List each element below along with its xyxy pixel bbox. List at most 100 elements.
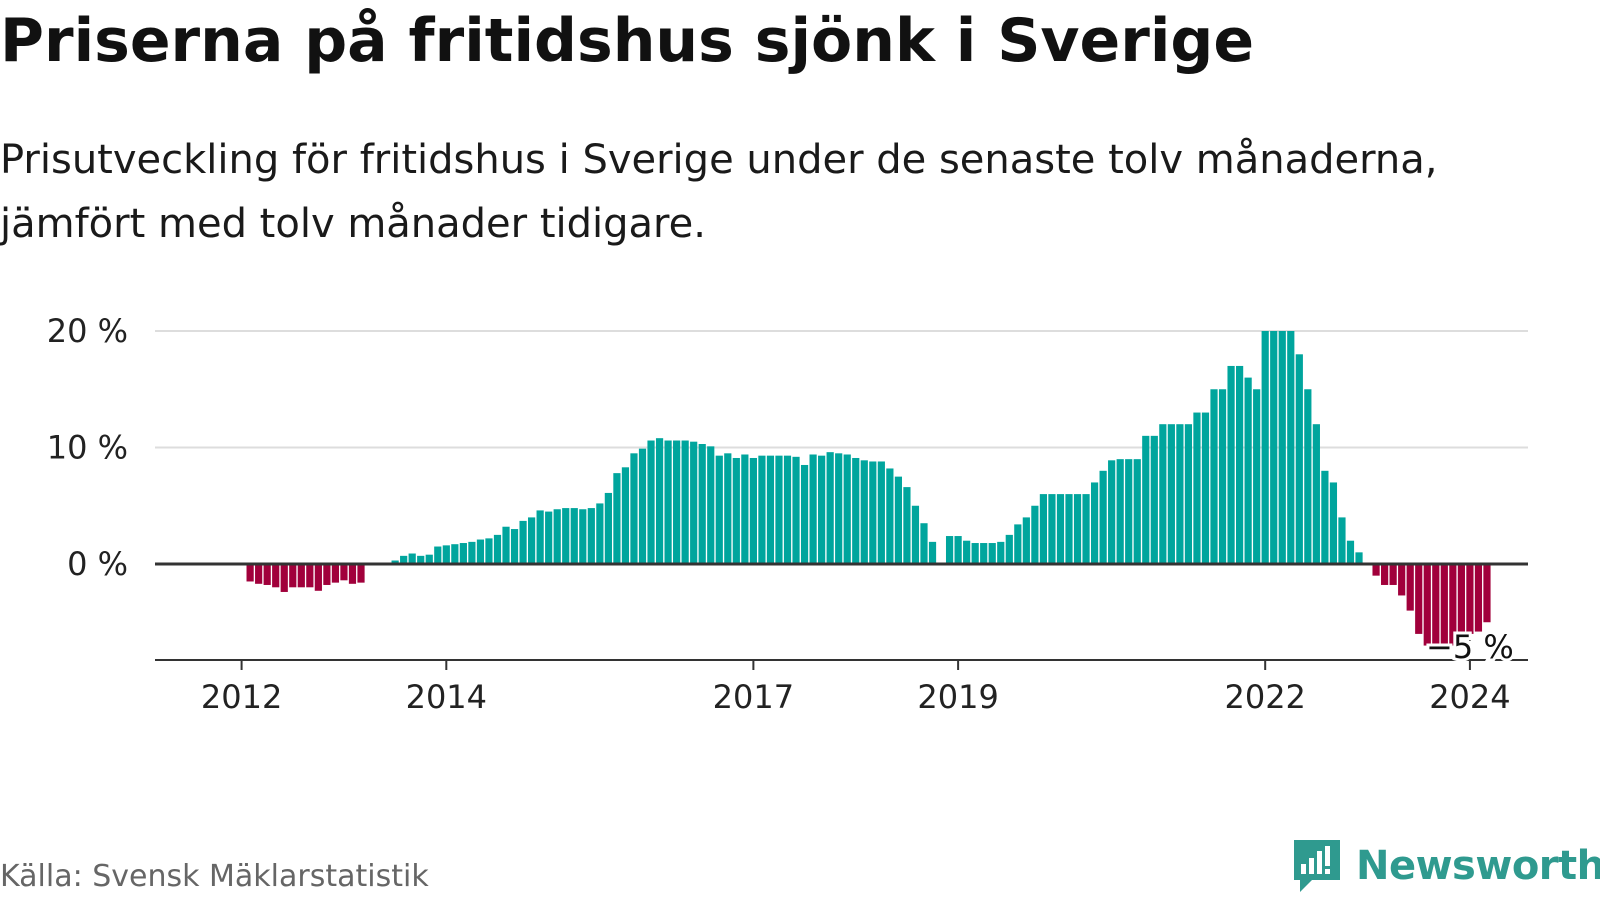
bar (1278, 331, 1286, 564)
bar (1236, 365, 1244, 564)
bar (323, 564, 331, 585)
bar (1253, 389, 1261, 564)
bar (1176, 424, 1184, 564)
bar (698, 444, 706, 564)
bar (1457, 564, 1465, 644)
bar (1193, 412, 1201, 564)
bar (263, 564, 271, 585)
bar (468, 541, 476, 564)
bar (587, 508, 595, 564)
bar (476, 539, 485, 564)
bar (911, 505, 920, 564)
bar (792, 456, 800, 564)
bar (818, 455, 826, 564)
bar (408, 553, 416, 564)
bar (536, 510, 544, 564)
bar (783, 455, 792, 564)
bar (400, 555, 408, 564)
bar (732, 457, 740, 564)
bar (502, 526, 510, 564)
bar (690, 441, 698, 564)
bar (1270, 331, 1278, 564)
bar (425, 554, 433, 564)
bar (1346, 540, 1355, 564)
bar (1201, 412, 1210, 564)
bar (519, 520, 527, 564)
bar (1474, 564, 1483, 632)
bar (980, 543, 988, 564)
x-tick-label: 2024 (1429, 678, 1510, 716)
bar (553, 509, 561, 564)
bar (1304, 389, 1312, 564)
bar (1108, 460, 1116, 564)
bar (963, 540, 971, 564)
bar (272, 564, 280, 588)
gridlines (155, 330, 1528, 449)
bar (1389, 564, 1397, 585)
bar (280, 564, 288, 592)
bar (715, 455, 723, 564)
bar (1048, 494, 1056, 564)
bar (289, 564, 297, 588)
bar (630, 453, 638, 564)
bar (681, 440, 689, 564)
x-tick-label: 2012 (201, 678, 282, 716)
bar (1005, 534, 1013, 564)
bar (800, 464, 809, 564)
bar (1099, 470, 1107, 564)
bar (1056, 494, 1065, 564)
bar (954, 536, 962, 564)
bar (340, 564, 348, 581)
bar (442, 545, 450, 564)
annotations: −5 % (1423, 625, 1517, 669)
bar (570, 508, 578, 564)
bar (1287, 331, 1295, 564)
bar (1372, 564, 1380, 576)
bar (724, 453, 732, 564)
bar (809, 454, 817, 564)
bar (357, 564, 365, 583)
bar (1312, 424, 1320, 564)
bar (434, 546, 442, 564)
bar (1142, 435, 1150, 564)
bar (997, 541, 1005, 564)
bar (604, 492, 612, 564)
bar (1014, 524, 1022, 564)
x-tick-label: 2022 (1224, 678, 1305, 716)
chart-title: Priserna på fritidshus sjönk i Sverige (0, 6, 1255, 76)
bar (1244, 377, 1252, 564)
bar (621, 467, 630, 564)
x-tick-label: 2014 (406, 678, 487, 716)
bar (579, 509, 587, 564)
bar (1039, 494, 1048, 564)
newsworthy-logo-icon (1294, 840, 1340, 892)
bar (869, 461, 877, 564)
newsworthy-logo[interactable]: Newsworthy (1292, 838, 1600, 894)
bar (1167, 424, 1175, 564)
bar (613, 473, 621, 564)
bar (1073, 494, 1082, 564)
bar (1150, 435, 1158, 564)
bar (1338, 517, 1346, 564)
y-axis-ticks: 0 % 10 % 20 % (47, 312, 128, 583)
bar (1355, 552, 1363, 564)
brand-name: Newsworthy (1356, 843, 1600, 889)
bar (673, 440, 681, 564)
bar (1483, 564, 1491, 623)
bar (852, 457, 860, 564)
bar (596, 503, 604, 564)
chart-subtitle: Prisutveckling för fritidshus i Sverige … (0, 137, 1438, 247)
source-note: Källa: Svensk Mäklarstatistik (0, 859, 429, 894)
bar (749, 457, 757, 564)
bar (417, 555, 425, 564)
bar (1423, 564, 1431, 646)
bar (1065, 494, 1073, 564)
bar (766, 455, 775, 564)
bar (1406, 564, 1414, 611)
bar (1261, 331, 1269, 564)
bar (638, 448, 647, 564)
bar (775, 455, 783, 564)
x-axis-ticks: 2012 2014 2017 2019 2022 2024 (201, 660, 1511, 716)
bar (255, 564, 263, 584)
